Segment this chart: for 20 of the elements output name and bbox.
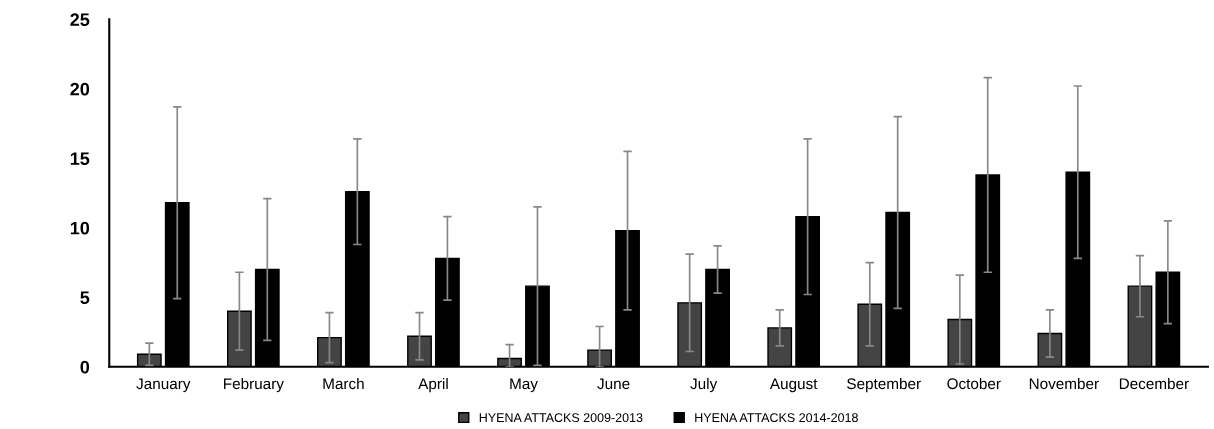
x-tick-label: March bbox=[323, 377, 364, 390]
y-tick-label: 15 bbox=[70, 152, 90, 166]
x-tick-label: August bbox=[769, 378, 818, 393]
x-tick-label: November bbox=[1029, 377, 1099, 390]
x-tick-label: October bbox=[947, 377, 1001, 390]
x-tick-label: May bbox=[510, 378, 538, 393]
x-tick-label: April bbox=[418, 377, 448, 393]
legend-label: HYENA ATTACKS 2009-2013 bbox=[479, 413, 643, 423]
y-tick-label: 0 bbox=[80, 360, 90, 374]
x-tick-label: July bbox=[690, 377, 718, 393]
x-tick-label: January bbox=[136, 378, 191, 393]
x-tick-label: June bbox=[597, 378, 630, 390]
y-tick-label: 25 bbox=[70, 13, 90, 27]
x-tick-label: September bbox=[847, 377, 921, 393]
x-tick-label: December bbox=[1119, 377, 1189, 390]
legend-label: HYENA ATTACKS 2014-2018 bbox=[695, 413, 858, 423]
x-tick-label: February bbox=[224, 377, 284, 393]
y-tick-label: 10 bbox=[70, 221, 90, 235]
y-tick-label: 5 bbox=[80, 291, 90, 305]
y-tick-label: 20 bbox=[70, 82, 90, 96]
